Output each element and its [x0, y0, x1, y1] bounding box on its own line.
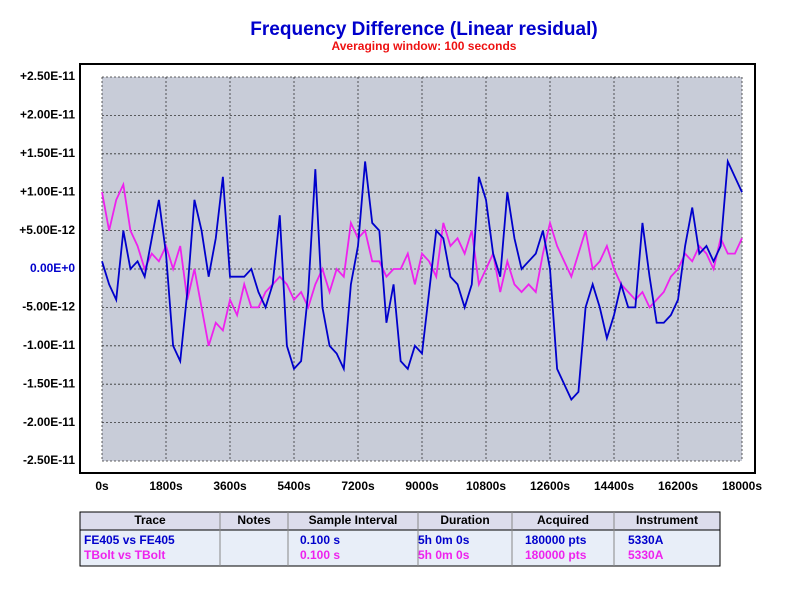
table-cell: 5330A — [628, 533, 664, 547]
x-tick-label: 12600s — [530, 479, 570, 493]
y-tick-label: +1.50E-11 — [20, 146, 75, 160]
x-tick-label: 3600s — [213, 479, 247, 493]
table-cell: 180000 pts — [525, 548, 587, 562]
table-cell: FE405 vs FE405 — [84, 533, 175, 547]
y-tick-label: -1.00E-11 — [23, 338, 75, 352]
y-tick-label: -1.50E-11 — [23, 376, 75, 390]
y-tick-label: +2.50E-11 — [20, 69, 75, 83]
x-tick-label: 5400s — [277, 479, 311, 493]
x-tick-label: 10800s — [466, 479, 506, 493]
table-header: Notes — [237, 513, 271, 527]
table-body-bg — [79, 529, 721, 567]
x-tick-label: 0s — [95, 479, 109, 493]
table-cell: 180000 pts — [525, 533, 587, 547]
table-cell: 5h 0m 0s — [418, 548, 470, 562]
table-cell: 0.100 s — [300, 548, 340, 562]
table-cell: 5330A — [628, 548, 664, 562]
y-tick-label: -5.00E-12 — [22, 300, 75, 314]
table-header: Sample Interval — [309, 513, 398, 527]
table-cell: 0.100 s — [300, 533, 340, 547]
table-header: Acquired — [537, 513, 589, 527]
table-header: Trace — [134, 513, 166, 527]
y-tick-label: -2.50E-11 — [23, 453, 75, 467]
x-tick-label: 18000s — [722, 479, 762, 493]
y-tick-label: +5.00E-12 — [19, 223, 75, 237]
table-header: Duration — [440, 513, 489, 527]
series-line — [101, 158, 743, 402]
table-cell: 5h 0m 0s — [418, 533, 470, 547]
table-header-bg — [79, 511, 721, 531]
x-tick-label: 16200s — [658, 479, 698, 493]
y-tick-label: +2.00E-11 — [20, 108, 75, 122]
chart-subtitle: Averaging window: 100 seconds — [332, 39, 517, 53]
x-tick-label: 14400s — [594, 479, 634, 493]
chart-title: Frequency Difference (Linear residual) — [250, 19, 597, 40]
y-tick-label: +1.00E-11 — [20, 184, 75, 198]
table-header: Instrument — [636, 513, 698, 527]
table-cell: TBolt vs TBolt — [84, 548, 165, 562]
y-tick-label: -2.00E-11 — [23, 415, 75, 429]
x-tick-label: 9000s — [405, 479, 439, 493]
x-tick-label: 7200s — [341, 479, 375, 493]
y-tick-label: 0.00E+0 — [30, 261, 75, 275]
x-tick-label: 1800s — [149, 479, 183, 493]
